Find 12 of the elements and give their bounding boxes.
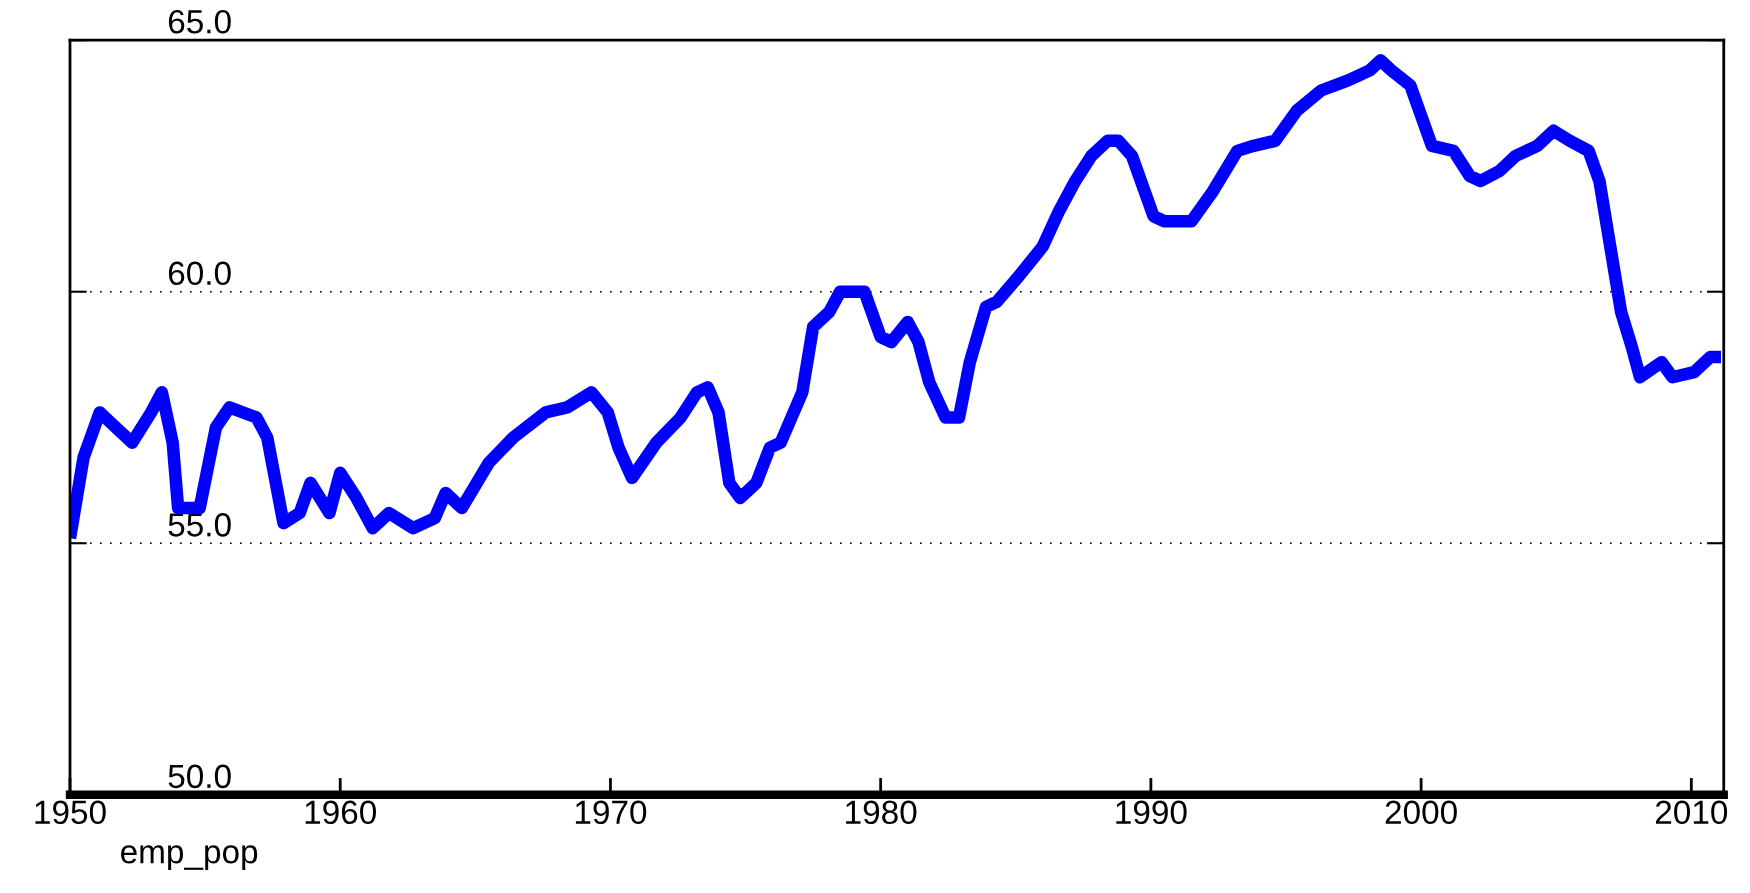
x-axis-title: emp_pop	[121, 845, 258, 871]
x-tick-label: 2000	[1385, 800, 1457, 825]
x-tick-label: 1960	[305, 800, 376, 825]
y-tick-label: 65.0	[168, 9, 231, 34]
x-tick-label: 1980	[846, 800, 917, 825]
x-tick-label: 1970	[575, 800, 647, 825]
x-tick-label: 1950	[35, 800, 106, 825]
x-tick-label: 2010	[1655, 800, 1728, 825]
y-tick-label: 50.0	[168, 764, 231, 789]
x-tick-label: 1990	[1116, 800, 1187, 825]
y-tick-label: 60.0	[168, 261, 231, 286]
y-tick-label: 55.0	[168, 513, 231, 537]
